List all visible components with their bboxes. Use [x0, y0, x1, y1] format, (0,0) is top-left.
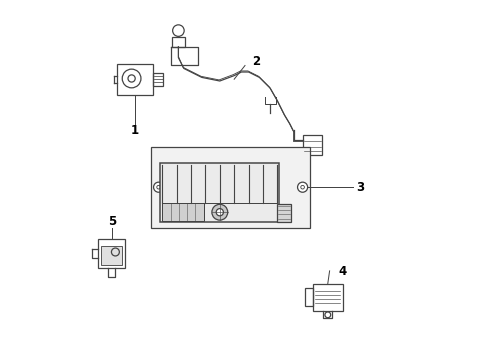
- Bar: [305, 288, 313, 306]
- Bar: [98, 239, 125, 268]
- Bar: [162, 203, 204, 220]
- Bar: [160, 163, 279, 222]
- Circle shape: [216, 209, 223, 216]
- Text: 5: 5: [108, 215, 116, 228]
- Text: 1: 1: [131, 124, 139, 137]
- Bar: [117, 64, 153, 94]
- Bar: [303, 135, 322, 155]
- Bar: [172, 37, 185, 47]
- Bar: [151, 147, 310, 228]
- Text: 4: 4: [338, 265, 346, 278]
- Bar: [101, 246, 122, 265]
- Bar: [313, 284, 343, 310]
- Circle shape: [297, 182, 308, 192]
- Circle shape: [153, 182, 164, 192]
- Circle shape: [212, 204, 228, 220]
- Bar: [277, 204, 291, 222]
- Text: 2: 2: [252, 55, 260, 68]
- Text: 3: 3: [356, 181, 364, 194]
- Bar: [153, 73, 163, 86]
